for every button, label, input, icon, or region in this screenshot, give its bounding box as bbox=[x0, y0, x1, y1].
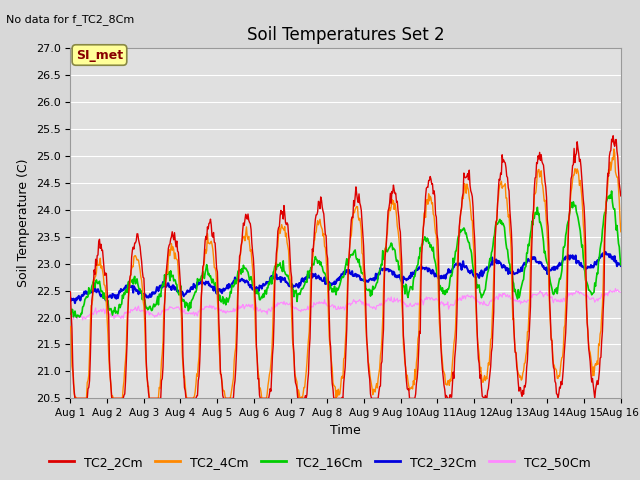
TC2_32Cm bbox=[617, 263, 625, 269]
TC2_50Cm bbox=[429, 297, 437, 303]
TC2_32Cm bbox=[71, 300, 79, 306]
TC2_16Cm bbox=[190, 293, 198, 299]
Line: TC2_2Cm: TC2_2Cm bbox=[70, 136, 621, 398]
Y-axis label: Soil Temperature (C): Soil Temperature (C) bbox=[17, 159, 30, 288]
TC2_4Cm bbox=[67, 324, 74, 329]
TC2_4Cm bbox=[77, 396, 85, 401]
TC2_2Cm bbox=[609, 133, 617, 139]
TC2_2Cm bbox=[617, 193, 625, 199]
TC2_32Cm bbox=[77, 294, 85, 300]
TC2_50Cm bbox=[79, 317, 86, 323]
TC2_32Cm bbox=[134, 288, 141, 293]
TC2_32Cm bbox=[429, 268, 437, 274]
TC2_50Cm bbox=[413, 302, 421, 308]
TC2_16Cm bbox=[617, 262, 625, 268]
Text: No data for f_TC2_8Cm: No data for f_TC2_8Cm bbox=[6, 14, 134, 25]
TC2_16Cm bbox=[134, 281, 141, 287]
TC2_4Cm bbox=[73, 396, 81, 401]
TC2_2Cm bbox=[429, 191, 437, 197]
X-axis label: Time: Time bbox=[330, 424, 361, 437]
Line: TC2_32Cm: TC2_32Cm bbox=[70, 252, 621, 303]
TC2_32Cm bbox=[219, 287, 227, 293]
Line: TC2_4Cm: TC2_4Cm bbox=[70, 149, 621, 398]
TC2_2Cm bbox=[77, 396, 85, 401]
TC2_50Cm bbox=[617, 289, 625, 295]
TC2_4Cm bbox=[610, 146, 618, 152]
TC2_4Cm bbox=[429, 211, 437, 217]
TC2_2Cm bbox=[413, 375, 421, 381]
Text: SI_met: SI_met bbox=[76, 48, 123, 61]
Line: TC2_16Cm: TC2_16Cm bbox=[70, 191, 621, 317]
TC2_32Cm bbox=[190, 281, 198, 287]
TC2_16Cm bbox=[219, 294, 227, 300]
TC2_4Cm bbox=[134, 257, 141, 263]
TC2_2Cm bbox=[190, 396, 198, 401]
TC2_50Cm bbox=[190, 309, 198, 315]
TC2_16Cm bbox=[67, 311, 74, 317]
TC2_32Cm bbox=[413, 266, 421, 272]
TC2_2Cm bbox=[219, 392, 227, 398]
TC2_4Cm bbox=[190, 395, 198, 400]
TC2_32Cm bbox=[67, 295, 74, 301]
TC2_50Cm bbox=[134, 304, 141, 310]
TC2_4Cm bbox=[617, 229, 625, 235]
TC2_4Cm bbox=[219, 386, 227, 392]
TC2_4Cm bbox=[413, 354, 421, 360]
TC2_2Cm bbox=[134, 231, 141, 237]
TC2_16Cm bbox=[429, 244, 437, 250]
TC2_16Cm bbox=[77, 311, 85, 316]
TC2_2Cm bbox=[71, 396, 79, 401]
TC2_50Cm bbox=[219, 310, 227, 315]
TC2_50Cm bbox=[612, 286, 620, 291]
Title: Soil Temperatures Set 2: Soil Temperatures Set 2 bbox=[247, 25, 444, 44]
TC2_16Cm bbox=[413, 263, 421, 269]
TC2_32Cm bbox=[602, 249, 609, 255]
TC2_50Cm bbox=[77, 313, 84, 319]
TC2_16Cm bbox=[608, 188, 616, 194]
TC2_16Cm bbox=[73, 314, 81, 320]
TC2_2Cm bbox=[67, 289, 74, 295]
Line: TC2_50Cm: TC2_50Cm bbox=[70, 288, 621, 320]
Legend: TC2_2Cm, TC2_4Cm, TC2_16Cm, TC2_32Cm, TC2_50Cm: TC2_2Cm, TC2_4Cm, TC2_16Cm, TC2_32Cm, TC… bbox=[44, 451, 596, 474]
TC2_50Cm bbox=[67, 308, 74, 314]
